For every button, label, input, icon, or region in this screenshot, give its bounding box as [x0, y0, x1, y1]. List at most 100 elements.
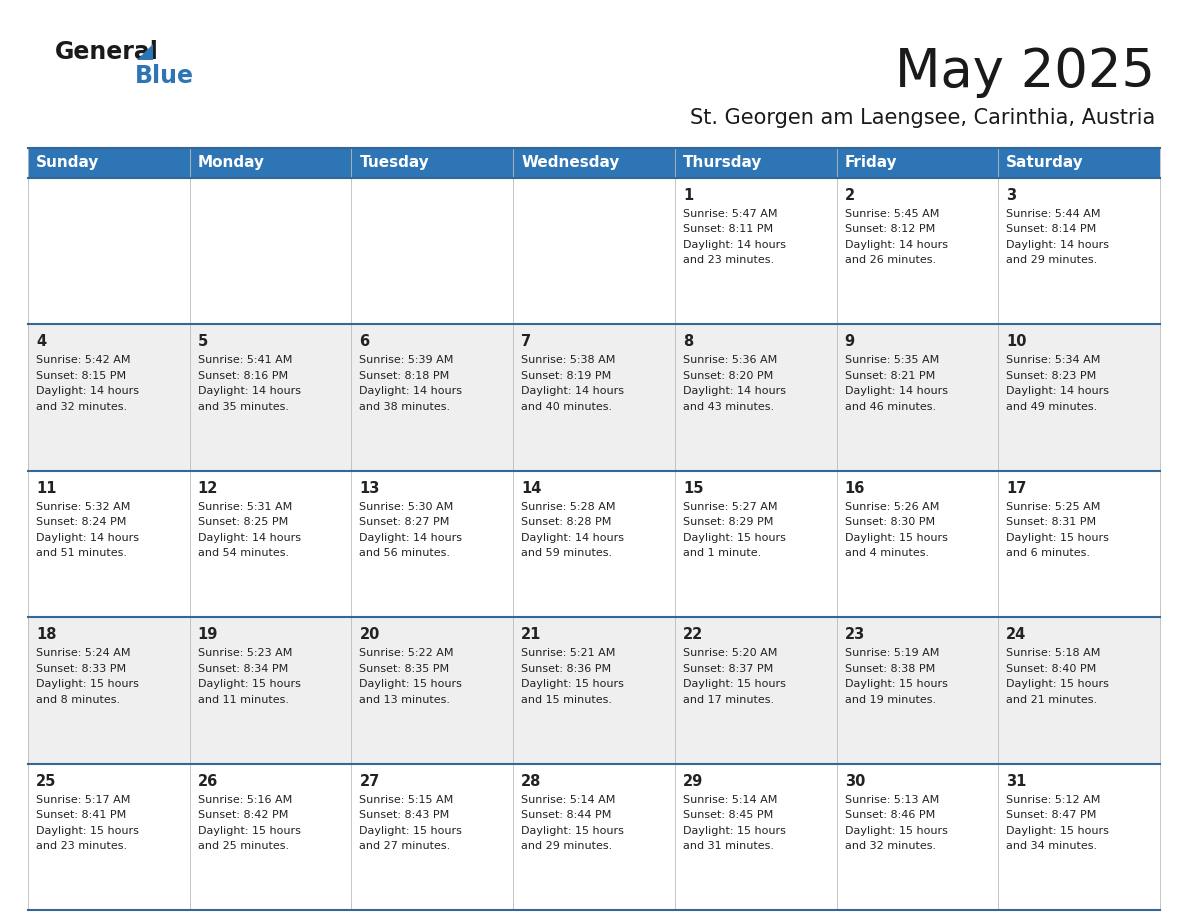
Bar [29, 324, 190, 471]
Text: and 27 minutes.: and 27 minutes. [360, 841, 450, 851]
Text: General: General [55, 40, 159, 64]
Text: and 29 minutes.: and 29 minutes. [1006, 255, 1098, 265]
Bar [513, 764, 675, 910]
Bar [29, 471, 190, 617]
Text: Sunrise: 5:20 AM: Sunrise: 5:20 AM [683, 648, 777, 658]
Text: Sunset: 8:23 PM: Sunset: 8:23 PM [1006, 371, 1097, 381]
Bar [513, 324, 675, 471]
Text: Wednesday: Wednesday [522, 155, 619, 171]
Bar [29, 764, 190, 910]
Text: Daylight: 15 hours: Daylight: 15 hours [1006, 825, 1110, 835]
Text: and 25 minutes.: and 25 minutes. [197, 841, 289, 851]
Text: Daylight: 15 hours: Daylight: 15 hours [683, 532, 785, 543]
Text: 17: 17 [1006, 481, 1026, 496]
Bar [998, 617, 1159, 764]
Text: and 32 minutes.: and 32 minutes. [845, 841, 936, 851]
Text: Daylight: 14 hours: Daylight: 14 hours [197, 386, 301, 397]
Text: Daylight: 15 hours: Daylight: 15 hours [845, 825, 948, 835]
Text: Daylight: 15 hours: Daylight: 15 hours [360, 679, 462, 689]
Text: 24: 24 [1006, 627, 1026, 643]
Bar [513, 471, 675, 617]
Text: Sunrise: 5:18 AM: Sunrise: 5:18 AM [1006, 648, 1100, 658]
Text: Sunrise: 5:19 AM: Sunrise: 5:19 AM [845, 648, 939, 658]
Bar [675, 617, 836, 764]
Text: Sunset: 8:46 PM: Sunset: 8:46 PM [845, 810, 935, 820]
Text: Daylight: 14 hours: Daylight: 14 hours [36, 532, 139, 543]
Text: and 49 minutes.: and 49 minutes. [1006, 402, 1098, 412]
Text: Daylight: 15 hours: Daylight: 15 hours [197, 825, 301, 835]
Text: Daylight: 14 hours: Daylight: 14 hours [360, 386, 462, 397]
Text: Daylight: 15 hours: Daylight: 15 hours [683, 825, 785, 835]
Text: 25: 25 [36, 774, 56, 789]
Text: Sunrise: 5:28 AM: Sunrise: 5:28 AM [522, 502, 615, 511]
Bar [190, 764, 352, 910]
Text: Daylight: 14 hours: Daylight: 14 hours [845, 386, 948, 397]
Text: and 35 minutes.: and 35 minutes. [197, 402, 289, 412]
Text: and 31 minutes.: and 31 minutes. [683, 841, 773, 851]
Text: Sunset: 8:42 PM: Sunset: 8:42 PM [197, 810, 287, 820]
Text: Sunrise: 5:26 AM: Sunrise: 5:26 AM [845, 502, 939, 511]
Text: Sunset: 8:28 PM: Sunset: 8:28 PM [522, 517, 612, 527]
Text: Sunset: 8:14 PM: Sunset: 8:14 PM [1006, 224, 1097, 234]
Bar [998, 764, 1159, 910]
Text: 10: 10 [1006, 334, 1026, 350]
Text: Sunset: 8:20 PM: Sunset: 8:20 PM [683, 371, 773, 381]
Text: Daylight: 14 hours: Daylight: 14 hours [1006, 240, 1110, 250]
Bar [190, 617, 352, 764]
Text: and 4 minutes.: and 4 minutes. [845, 548, 929, 558]
Text: Sunrise: 5:17 AM: Sunrise: 5:17 AM [36, 794, 131, 804]
Polygon shape [137, 44, 153, 60]
Text: Sunrise: 5:42 AM: Sunrise: 5:42 AM [36, 355, 131, 365]
Text: Sunrise: 5:12 AM: Sunrise: 5:12 AM [1006, 794, 1100, 804]
Text: Sunset: 8:34 PM: Sunset: 8:34 PM [197, 664, 287, 674]
Text: Sunrise: 5:41 AM: Sunrise: 5:41 AM [197, 355, 292, 365]
Text: Thursday: Thursday [683, 155, 763, 171]
Bar [352, 764, 513, 910]
Text: Daylight: 15 hours: Daylight: 15 hours [360, 825, 462, 835]
Text: Daylight: 15 hours: Daylight: 15 hours [522, 825, 624, 835]
Text: Saturday: Saturday [1006, 155, 1083, 171]
Text: Sunrise: 5:39 AM: Sunrise: 5:39 AM [360, 355, 454, 365]
Bar [29, 617, 190, 764]
Text: and 26 minutes.: and 26 minutes. [845, 255, 936, 265]
Text: 5: 5 [197, 334, 208, 350]
Bar [29, 148, 1159, 178]
Text: Daylight: 14 hours: Daylight: 14 hours [522, 532, 624, 543]
Text: and 46 minutes.: and 46 minutes. [845, 402, 936, 412]
Text: and 1 minute.: and 1 minute. [683, 548, 762, 558]
Text: Sunset: 8:12 PM: Sunset: 8:12 PM [845, 224, 935, 234]
Text: Sunrise: 5:16 AM: Sunrise: 5:16 AM [197, 794, 292, 804]
Text: and 21 minutes.: and 21 minutes. [1006, 695, 1098, 705]
Text: Sunrise: 5:25 AM: Sunrise: 5:25 AM [1006, 502, 1100, 511]
Text: Sunset: 8:29 PM: Sunset: 8:29 PM [683, 517, 773, 527]
Text: Sunrise: 5:31 AM: Sunrise: 5:31 AM [197, 502, 292, 511]
Text: Daylight: 14 hours: Daylight: 14 hours [197, 532, 301, 543]
Text: Daylight: 14 hours: Daylight: 14 hours [845, 240, 948, 250]
Text: and 11 minutes.: and 11 minutes. [197, 695, 289, 705]
Text: Daylight: 14 hours: Daylight: 14 hours [36, 386, 139, 397]
Text: and 23 minutes.: and 23 minutes. [683, 255, 775, 265]
Text: 13: 13 [360, 481, 380, 496]
Text: 7: 7 [522, 334, 531, 350]
Text: 30: 30 [845, 774, 865, 789]
Text: Sunset: 8:35 PM: Sunset: 8:35 PM [360, 664, 449, 674]
Text: and 19 minutes.: and 19 minutes. [845, 695, 936, 705]
Text: Sunset: 8:25 PM: Sunset: 8:25 PM [197, 517, 287, 527]
Text: and 13 minutes.: and 13 minutes. [360, 695, 450, 705]
Bar [675, 324, 836, 471]
Bar [352, 471, 513, 617]
Bar [352, 178, 513, 324]
Text: Daylight: 15 hours: Daylight: 15 hours [845, 679, 948, 689]
Text: 14: 14 [522, 481, 542, 496]
Text: Sunset: 8:24 PM: Sunset: 8:24 PM [36, 517, 126, 527]
Bar [675, 178, 836, 324]
Text: Sunrise: 5:32 AM: Sunrise: 5:32 AM [36, 502, 131, 511]
Text: Sunset: 8:47 PM: Sunset: 8:47 PM [1006, 810, 1097, 820]
Text: and 56 minutes.: and 56 minutes. [360, 548, 450, 558]
Text: Daylight: 14 hours: Daylight: 14 hours [683, 386, 785, 397]
Text: 21: 21 [522, 627, 542, 643]
Text: 3: 3 [1006, 188, 1017, 203]
Text: Daylight: 15 hours: Daylight: 15 hours [36, 679, 139, 689]
Text: Sunset: 8:11 PM: Sunset: 8:11 PM [683, 224, 773, 234]
Text: 27: 27 [360, 774, 380, 789]
